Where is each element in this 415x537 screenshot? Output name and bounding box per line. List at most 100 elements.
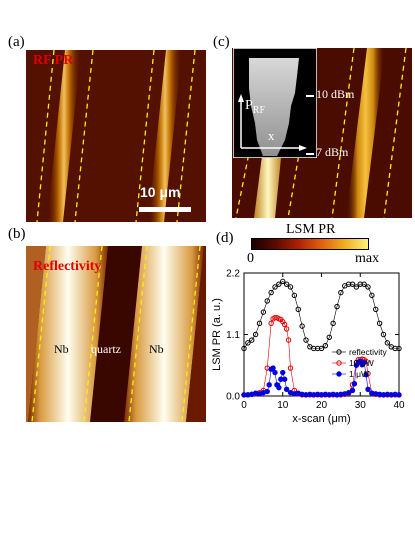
panel-c-inset xyxy=(233,48,317,158)
data-point xyxy=(314,345,321,352)
legend-entry: reflectivity xyxy=(349,347,388,357)
data-point xyxy=(338,289,344,296)
data-point xyxy=(295,306,301,313)
data-point xyxy=(349,387,356,394)
colorbar xyxy=(251,238,369,250)
data-point xyxy=(276,281,282,287)
level-high-label: 10 dBm xyxy=(316,87,355,101)
data-point xyxy=(272,369,278,376)
data-point xyxy=(241,345,247,352)
inset-axis-p-label: PRF xyxy=(245,98,265,116)
panel-a-title: RF PR xyxy=(33,53,74,68)
x-tick-label: 20 xyxy=(316,400,328,411)
panel-b-title: Reflectivity xyxy=(33,259,102,274)
scale-bar-label: 10 μm xyxy=(140,184,181,200)
data-point xyxy=(252,331,259,338)
data-point xyxy=(334,303,340,310)
data-point xyxy=(303,337,309,343)
y-tick-label: 2.2 xyxy=(226,269,240,280)
legend-entry: 10 μW xyxy=(349,358,374,368)
region-quartz: quartz xyxy=(91,342,121,356)
data-point xyxy=(264,388,270,395)
level-low-label: 7 dBm xyxy=(316,145,349,159)
inset-tick-high xyxy=(306,95,314,97)
data-point xyxy=(396,345,402,352)
data-point xyxy=(396,392,402,398)
data-point xyxy=(361,281,367,287)
data-point xyxy=(392,345,398,352)
panel-b-image xyxy=(26,246,206,422)
scale-bar xyxy=(139,207,191,212)
data-point xyxy=(322,342,329,349)
inset-axis-x-label: x xyxy=(268,128,275,143)
data-point xyxy=(285,337,292,343)
data-point xyxy=(318,345,325,352)
inset-axis-p-sub: RF xyxy=(252,104,266,116)
data-point xyxy=(256,320,263,327)
panel-b-label: (b) xyxy=(8,226,26,242)
data-point xyxy=(345,389,352,396)
colorbar-max: max xyxy=(355,251,380,266)
rf-stripe-c xyxy=(346,48,385,218)
data-point xyxy=(249,337,255,343)
nb-strip-left xyxy=(28,246,108,422)
x-tick-label: 10 xyxy=(277,400,289,411)
data-point xyxy=(268,320,274,327)
panel-c-label: (c) xyxy=(213,34,230,50)
data-point xyxy=(326,334,332,340)
data-point xyxy=(311,345,317,352)
data-point xyxy=(283,386,290,392)
y-axis-label: LSM PR (a. u.) xyxy=(211,298,223,371)
series-line-0 xyxy=(243,281,399,349)
data-point xyxy=(283,326,290,332)
colorbar-min: 0 xyxy=(247,251,254,266)
panel-d-label: (d) xyxy=(216,230,234,246)
data-point xyxy=(276,384,282,391)
data-point xyxy=(365,284,371,290)
rf-stripe-right xyxy=(148,50,182,222)
x-tick-label: 30 xyxy=(355,400,367,411)
region-nb-right: Nb xyxy=(149,342,164,356)
data-point xyxy=(330,320,336,327)
data-point xyxy=(349,281,356,287)
data-point xyxy=(353,284,360,290)
legend-entry: 1 μW xyxy=(349,369,369,379)
data-point xyxy=(380,331,387,338)
lsm-pr-chart: 0 10 20 30 40 0.0 1.1 2.2 x-scan (μm) LSM PR (a. … xyxy=(211,269,405,426)
data-point xyxy=(287,365,294,371)
data-point xyxy=(280,369,286,376)
nb-strip-right xyxy=(124,246,204,422)
inset-tick-low xyxy=(306,153,314,155)
data-point xyxy=(266,382,272,388)
panel-a-image xyxy=(26,50,206,222)
data-point xyxy=(351,381,358,387)
data-point xyxy=(373,306,379,313)
x-tick-label: 40 xyxy=(393,400,405,411)
data-point xyxy=(369,292,375,299)
data-point xyxy=(363,372,369,378)
legend-marker xyxy=(336,349,342,355)
legend-marker xyxy=(336,371,342,377)
data-point xyxy=(283,281,290,287)
data-point xyxy=(245,340,251,346)
legend-marker xyxy=(336,360,342,366)
data-point xyxy=(281,321,288,328)
x-tick-label: 0 xyxy=(241,400,247,411)
data-point xyxy=(291,292,298,299)
data-point xyxy=(299,323,305,329)
data-point xyxy=(280,278,286,285)
y-tick-label: 1.1 xyxy=(226,330,240,341)
data-point xyxy=(281,376,288,382)
data-point xyxy=(272,284,278,290)
panel-a-label: (a) xyxy=(8,34,25,50)
data-point xyxy=(361,359,367,366)
y-tick-label: 0.0 xyxy=(226,392,240,403)
x-axis-label: x-scan (μm) xyxy=(292,413,350,425)
rf-stripe-left xyxy=(47,50,81,222)
colorbar-title: LSM PR xyxy=(286,222,336,237)
data-point xyxy=(365,386,371,392)
data-point xyxy=(264,298,270,304)
data-point xyxy=(384,340,391,346)
data-point xyxy=(376,320,383,327)
data-point xyxy=(260,309,267,315)
